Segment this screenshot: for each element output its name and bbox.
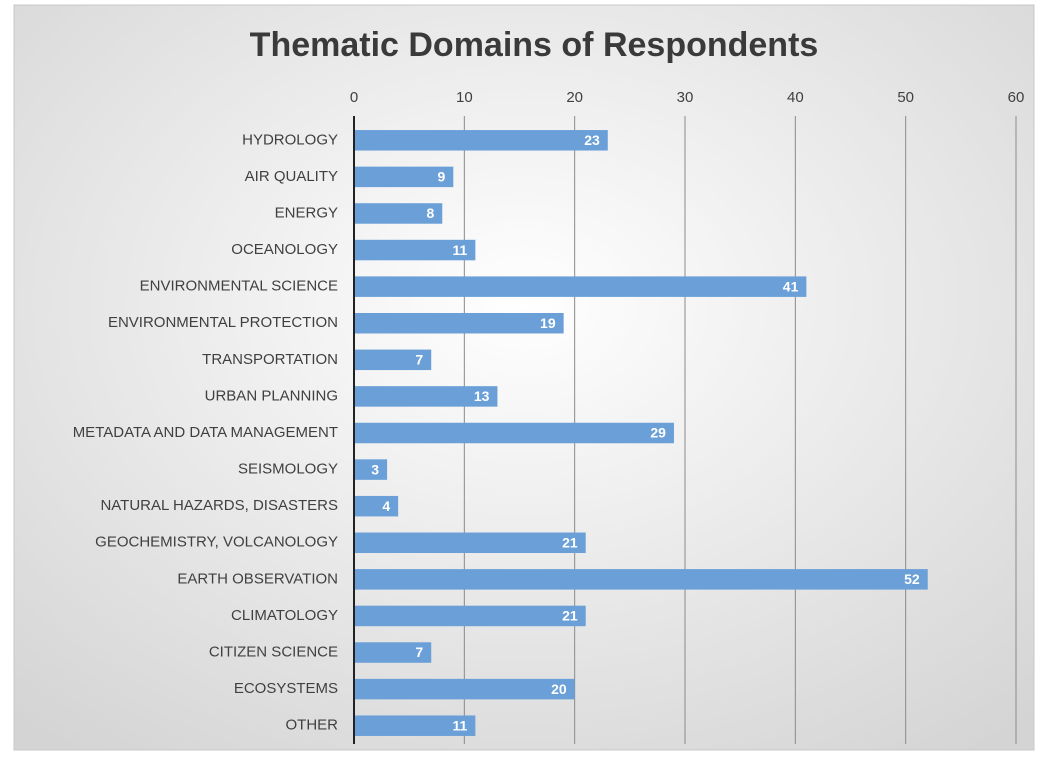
chart-background: [13, 4, 1035, 751]
data-label: 4: [382, 498, 390, 514]
data-label: 29: [650, 425, 666, 441]
y-tick-label: HYDROLOGY: [242, 131, 338, 148]
y-tick-label: SEISMOLOGY: [238, 461, 338, 478]
bar: [354, 166, 454, 188]
data-label: 20: [551, 681, 567, 697]
y-tick-label: CITIZEN SCIENCE: [209, 643, 338, 660]
x-tick-label: 50: [897, 89, 914, 106]
data-label: 13: [474, 388, 490, 404]
bar: [354, 130, 608, 151]
y-tick-label: ENVIRONMENTAL PROTECTION: [108, 314, 338, 331]
y-tick-label: AIR QUALITY: [245, 168, 338, 185]
chart-title: Thematic Domains of Respondents: [250, 26, 819, 64]
bar: [354, 605, 586, 627]
bar: [354, 386, 498, 407]
y-tick-label: TRANSPORTATION: [202, 351, 338, 368]
data-label: 52: [904, 571, 920, 587]
bar: [354, 569, 928, 590]
bar: [354, 239, 476, 261]
y-tick-label: ECOSYSTEMS: [234, 680, 338, 697]
data-label: 7: [415, 352, 423, 368]
data-label: 7: [415, 644, 423, 660]
bar: [354, 203, 443, 224]
data-label: 11: [453, 242, 468, 258]
y-tick-label: CLIMATOLOGY: [231, 607, 338, 624]
data-label: 9: [438, 169, 446, 185]
y-tick-label: ENVIRONMENTAL SCIENCE: [140, 278, 338, 295]
bar: [354, 312, 564, 334]
bar: [354, 422, 674, 444]
y-tick-label: ENERGY: [275, 204, 338, 221]
data-label: 8: [426, 205, 434, 221]
bar: [354, 459, 388, 480]
data-label: 41: [783, 278, 799, 294]
y-tick-label: GEOCHEMISTRY, VOLCANOLOGY: [95, 534, 338, 551]
y-tick-label: EARTH OBSERVATION: [177, 570, 338, 587]
bar: [354, 642, 432, 663]
bar: [354, 349, 432, 371]
y-tick-label: URBAN PLANNING: [205, 387, 338, 404]
bar: [354, 715, 476, 736]
x-tick-label: 30: [677, 89, 694, 106]
data-label: 3: [371, 461, 379, 477]
y-tick-label: OCEANOLOGY: [231, 241, 338, 258]
y-tick-label: OTHER: [286, 717, 339, 734]
data-label: 11: [453, 717, 468, 733]
bar: [354, 276, 807, 297]
x-tick-label: 40: [787, 89, 804, 106]
data-label: 21: [562, 534, 578, 550]
data-label: 19: [540, 315, 556, 331]
data-label: 21: [562, 608, 578, 624]
x-tick-label: 10: [456, 89, 473, 106]
y-tick-label: METADATA AND DATA MANAGEMENT: [73, 424, 338, 441]
bar: [354, 495, 399, 517]
bar: [354, 532, 586, 554]
x-tick-label: 0: [350, 89, 358, 106]
bar: [354, 678, 575, 700]
y-tick-label: NATURAL HAZARDS, DISASTERS: [100, 497, 338, 514]
data-label: 23: [584, 132, 600, 148]
x-tick-label: 60: [1008, 89, 1025, 106]
x-tick-label: 20: [566, 89, 583, 106]
